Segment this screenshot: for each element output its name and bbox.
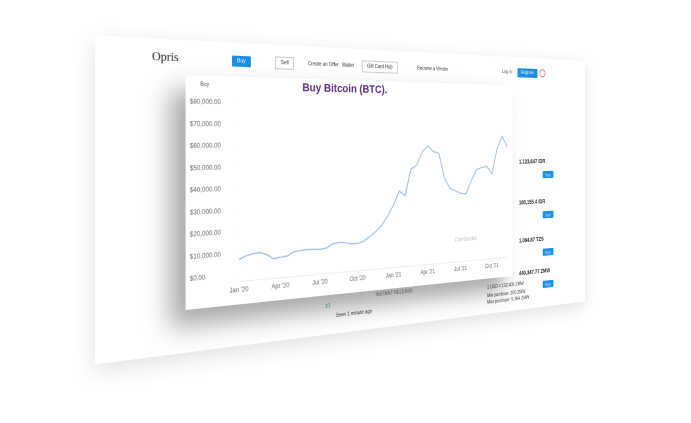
create-offer-link[interactable]: Create an Offer (307, 60, 339, 69)
offer-price: 1,064.87 TZS (518, 237, 544, 245)
logo[interactable]: Opris (151, 49, 179, 65)
breadcrumb: Buy (200, 81, 210, 87)
buy-button[interactable]: Buy (542, 210, 554, 219)
offer-price: 440,347.77 ZMW (518, 268, 551, 278)
x-tick-label: Apr '20 (272, 283, 290, 292)
chart-watermark: CoinGecko (455, 236, 477, 244)
x-tick-label: Apr '21 (420, 269, 435, 277)
sell-menu[interactable]: Sell (275, 56, 295, 70)
x-tick-label: Oct '20 (349, 275, 365, 283)
settings-icon[interactable] (539, 69, 546, 78)
offer-price: 1,123,647 IDR (518, 159, 546, 166)
y-tick-label: $40,000.00 (190, 186, 221, 194)
y-tick-label: $20,000.00 (190, 230, 221, 239)
y-tick-label: $60,000.00 (190, 143, 221, 151)
x-tick-label: Jul '20 (312, 279, 327, 287)
offer-price: 180,155.4 IDR (518, 199, 546, 207)
register-button[interactable]: Register (517, 68, 538, 78)
chart-card: Buy Buy Bitcoin (BTC). CoinGecko $0.00 $1… (185, 74, 513, 310)
become-vendor-link[interactable]: Become a Vendor (417, 65, 449, 73)
x-tick-label: Oct '21 (485, 263, 498, 270)
buy-menu[interactable]: Buy (232, 55, 251, 68)
seller-release: INSTANT RELEASE (375, 288, 413, 299)
y-tick-label: $80,000.00 (190, 99, 221, 107)
x-tick-label: Jan '21 (386, 272, 402, 280)
y-tick-label: $50,000.00 (190, 165, 221, 173)
web-page: Opris Buy Sell Create an Offer Wallet Gi… (95, 35, 585, 365)
page-heading: Buy Bitcoin (BTC). (302, 82, 387, 96)
y-tick-label: $70,000.00 (190, 121, 221, 128)
gift-card-menu[interactable]: Gift Card Hub (361, 60, 398, 74)
buy-button[interactable]: Buy (542, 279, 554, 289)
chart: Buy Buy Bitcoin (BTC). CoinGecko $0.00 $1… (190, 81, 513, 295)
x-tick-label: Jul '21 (454, 266, 467, 273)
seller-trades: 10 (325, 303, 331, 310)
buy-button[interactable]: Buy (542, 247, 554, 256)
y-tick-label: $10,000.00 (190, 252, 221, 262)
seller-seen: Seen 1 minute ago (335, 308, 373, 320)
wallet-link[interactable]: Wallet (341, 62, 354, 70)
y-tick-label: $30,000.00 (190, 208, 221, 217)
buy-button[interactable]: Buy (542, 170, 554, 179)
login-link[interactable]: Log in (502, 69, 512, 76)
y-tick-label: $0.00 (190, 275, 206, 284)
x-tick-label: Jan '20 (229, 286, 248, 295)
